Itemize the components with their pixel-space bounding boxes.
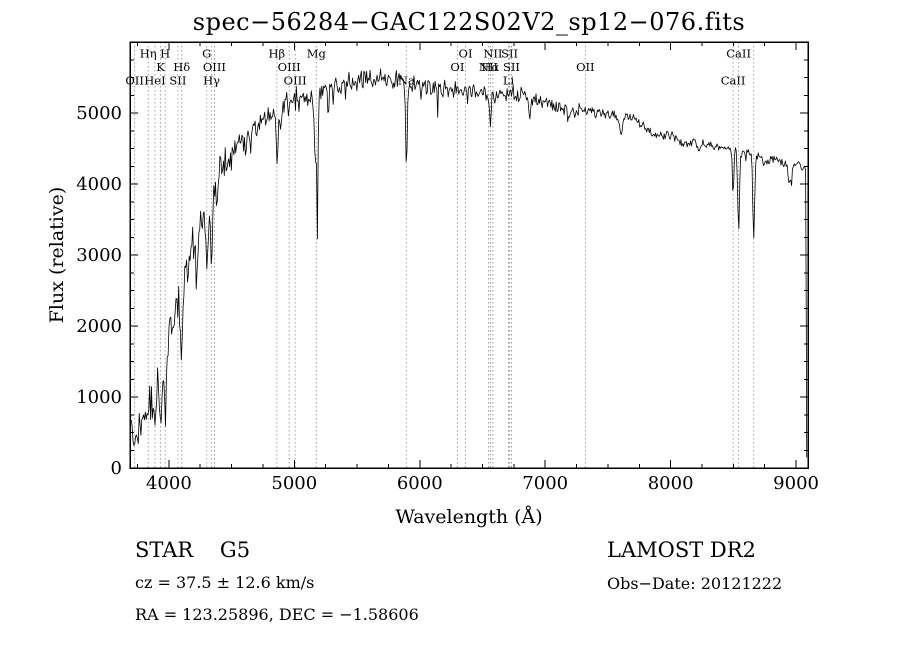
spectral-line-label: OIII — [278, 60, 301, 74]
spectral-line-label: SII — [501, 47, 518, 61]
spectral-line-label: Hα — [481, 60, 499, 74]
obs-date-text: Obs−Date: 20121222 — [607, 574, 783, 593]
spectral-line-label: OII — [576, 60, 595, 74]
x-tick-label: 5000 — [271, 473, 317, 494]
spectral-line-label: CaII — [721, 74, 746, 88]
x-tick-label: 4000 — [146, 473, 192, 494]
spectral-line-label: K — [156, 60, 165, 74]
x-axis-label: Wavelength (Å) — [395, 506, 543, 528]
spectral-line-label: Na — [398, 74, 415, 88]
spectral-line-label: G — [202, 47, 211, 61]
spectral-line-label: Hγ — [203, 74, 220, 88]
spectral-line-label: OIII — [284, 74, 307, 88]
spectral-line-label: OIII — [203, 60, 226, 74]
y-tick-label: 3000 — [76, 245, 122, 266]
spectral-line-label: OI — [459, 47, 473, 61]
radial-velocity-text: cz = 37.5 ± 12.6 km/s — [135, 573, 315, 592]
spectral-line-label: Hβ — [269, 47, 286, 61]
object-class-text: STAR G5 — [135, 538, 251, 562]
spectral-line-label: SII — [169, 74, 186, 88]
spectral-line-label: Mg — [307, 47, 327, 61]
spectral-line-label: CaII — [726, 47, 751, 61]
spectral-line-label: NII — [479, 60, 498, 74]
spectral-line-label: Hη — [140, 47, 157, 61]
spectral-line-label: HeI — [144, 74, 165, 88]
y-tick-label: 4000 — [76, 174, 122, 195]
spectral-line-label: H — [160, 47, 170, 61]
spectral-line-label: SII — [503, 60, 520, 74]
spectral-line-label: OII — [125, 74, 144, 88]
x-tick-label: 6000 — [397, 473, 443, 494]
x-tick-label: 8000 — [648, 473, 694, 494]
y-tick-label: 0 — [111, 458, 122, 479]
x-tick-label: 9000 — [773, 473, 819, 494]
y-tick-label: 1000 — [76, 387, 122, 408]
plot-border — [129, 41, 809, 469]
y-tick-label: 2000 — [76, 316, 122, 337]
survey-release-text: LAMOST DR2 — [607, 538, 756, 562]
coordinates-text: RA = 123.25896, DEC = −1.58606 — [135, 605, 419, 624]
spectral-line-label: Hδ — [173, 60, 190, 74]
spectral-line-label: Li — [503, 74, 515, 88]
plot-title: spec−56284−GAC122S02V2_sp12−076.fits — [192, 8, 746, 36]
spectral-line-label: NII — [483, 47, 502, 61]
y-tick-label: 5000 — [76, 103, 122, 124]
spectral-line-label: OI — [450, 60, 464, 74]
x-tick-label: 7000 — [522, 473, 568, 494]
spectrum-trace — [130, 68, 808, 458]
